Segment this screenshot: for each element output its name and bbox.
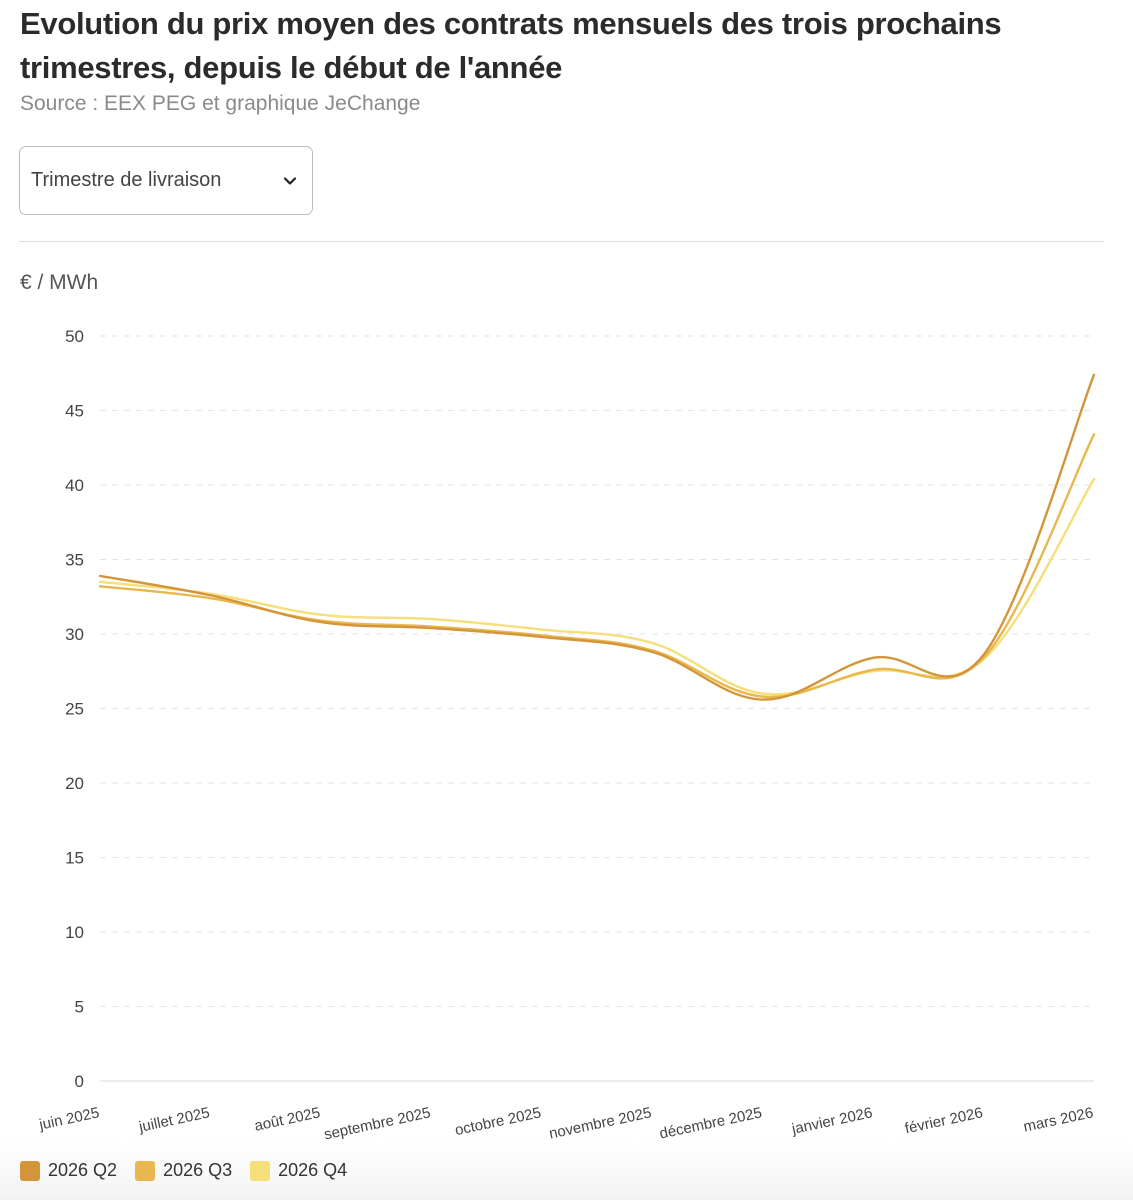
y-axis-label: € / MWh [20, 271, 99, 294]
delivery-quarter-select[interactable]: Trimestre de livraison [19, 146, 313, 215]
y-tick-label: 25 [65, 700, 84, 719]
x-tick-label: décembre 2025 [658, 1104, 764, 1140]
y-tick-label: 30 [65, 625, 84, 644]
x-tick-label: juillet 2025 [137, 1104, 212, 1136]
y-tick-label: 10 [65, 923, 84, 942]
chart-source: Source : EEX PEG et graphique JeChange [20, 92, 421, 115]
x-tick-label: juin 2025 [37, 1104, 101, 1133]
y-tick-label: 15 [65, 849, 84, 868]
x-tick-label: février 2026 [903, 1104, 984, 1137]
legend-swatch [135, 1160, 156, 1181]
y-tick-label: 20 [65, 774, 84, 793]
y-tick-label: 35 [65, 551, 84, 570]
y-tick-label: 0 [75, 1072, 84, 1091]
y-tick-label: 50 [65, 327, 84, 346]
legend: 2026 Q2 2026 Q3 2026 Q4 [20, 1160, 365, 1181]
series-line-2026-q2 [98, 373, 1096, 701]
y-tick-label: 5 [75, 998, 84, 1017]
legend-swatch [250, 1160, 271, 1181]
x-tick-label: mars 2026 [1022, 1104, 1095, 1135]
x-tick-label: janvier 2026 [789, 1104, 873, 1138]
x-tick-label: octobre 2025 [453, 1104, 542, 1139]
legend-swatch [20, 1160, 40, 1181]
x-tick-label: août 2025 [253, 1104, 322, 1135]
x-tick-label: septembre 2025 [323, 1104, 433, 1140]
divider [19, 241, 1104, 242]
y-tick-label: 45 [65, 402, 84, 421]
select-value: Trimestre de livraison [31, 169, 222, 191]
legend-background [0, 1140, 1133, 1200]
legend-label: 2026 Q4 [278, 1160, 348, 1180]
x-tick-label: novembre 2025 [548, 1104, 654, 1140]
series-line-2026-q4 [98, 477, 1096, 696]
y-tick-label: 40 [65, 476, 84, 495]
legend-label: 2026 Q3 [163, 1160, 233, 1180]
legend-item-q2[interactable]: 2026 Q2 [20, 1160, 117, 1181]
legend-item-q3[interactable]: 2026 Q3 [135, 1160, 232, 1181]
chart-title: Evolution du prix moyen des contrats men… [20, 6, 1002, 85]
legend-label: 2026 Q2 [48, 1160, 118, 1180]
chevron-down-icon [283, 177, 297, 185]
line-chart: 0 5 10 15 20 25 30 35 40 45 50 juin 2025 juillet 202… [37, 327, 1096, 1140]
legend-item-q4[interactable]: 2026 Q4 [250, 1160, 347, 1181]
series-line-2026-q3 [98, 433, 1096, 699]
